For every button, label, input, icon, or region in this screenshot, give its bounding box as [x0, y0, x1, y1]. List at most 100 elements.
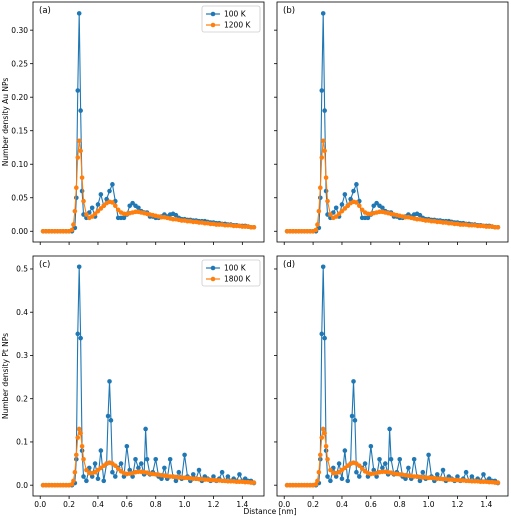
data-point [112, 463, 118, 469]
data-point [342, 448, 348, 453]
y-tick-label: 0.15 [11, 126, 28, 135]
x-tick-label: 0.6 [121, 500, 133, 509]
legend-marker [210, 276, 216, 282]
panel-label: (b) [283, 6, 295, 16]
data-point [455, 474, 460, 479]
data-point [84, 467, 89, 473]
data-point [397, 456, 403, 462]
data-point [354, 200, 359, 205]
y-tick-label: 0.3 [16, 351, 28, 360]
data-point [79, 443, 85, 449]
data-point [138, 461, 144, 466]
data-point [339, 202, 345, 207]
x-tick-label: 0.0 [34, 500, 46, 509]
data-point [251, 224, 257, 230]
data-point [333, 205, 339, 211]
data-point [319, 155, 325, 160]
axes-frame [276, 1, 509, 243]
data-point [328, 478, 333, 484]
data-point [95, 476, 101, 482]
data-point [75, 435, 81, 440]
legend-entry: 100 K [224, 10, 247, 19]
data-point [365, 215, 371, 221]
data-point [107, 188, 112, 194]
data-point [351, 379, 356, 384]
data-point [74, 452, 79, 458]
data-point [219, 469, 225, 475]
data-point [92, 461, 98, 466]
data-point [127, 467, 133, 473]
data-point [173, 212, 179, 218]
data-point [95, 208, 101, 214]
data-point [322, 148, 327, 154]
data-point [440, 467, 446, 473]
x-tick-label: 1.2 [452, 500, 464, 509]
data-point [144, 456, 150, 462]
data-point [75, 155, 81, 160]
data-point [318, 185, 323, 190]
data-point [336, 461, 342, 466]
data-point [417, 212, 423, 218]
data-point [406, 465, 411, 471]
data-point [173, 478, 179, 484]
axes-frame [32, 255, 265, 497]
data-point [110, 200, 115, 205]
legend-marker [210, 265, 216, 271]
series-line [43, 266, 255, 486]
y-tick-label: 0.00 [11, 227, 28, 236]
data-point [127, 203, 133, 209]
data-point [115, 207, 121, 213]
data-point [101, 203, 107, 209]
data-point [322, 108, 327, 113]
y-tick-label: 0.1 [16, 438, 28, 447]
data-point [71, 222, 76, 227]
data-point [98, 192, 104, 197]
data-point [354, 182, 359, 187]
y-tick-label: 0.10 [11, 160, 28, 169]
data-point [320, 264, 326, 270]
data-point [316, 469, 322, 475]
data-point [426, 452, 431, 458]
data-point [388, 456, 394, 462]
data-point [84, 212, 89, 217]
data-point [374, 474, 379, 479]
y-tick-label: 0.25 [11, 59, 28, 68]
x-tick-label: 1.4 [236, 500, 248, 509]
data-point [92, 211, 98, 217]
data-point [136, 205, 141, 211]
x-tick-label: 0.2 [307, 500, 319, 509]
data-point [72, 208, 78, 214]
data-point [78, 108, 83, 113]
data-point [107, 379, 112, 384]
x-tick-label: 0.4 [92, 500, 104, 509]
data-point [333, 214, 339, 219]
data-point [320, 11, 326, 16]
data-point [159, 476, 164, 482]
data-point [162, 465, 167, 471]
data-point [89, 214, 95, 219]
data-point [342, 192, 348, 197]
data-point [153, 456, 159, 462]
data-point [237, 472, 242, 477]
data-point [78, 148, 83, 154]
y-tick-label: 0.0 [16, 481, 28, 490]
data-point [167, 456, 173, 462]
y-tick-label: 0.20 [11, 93, 28, 102]
data-point [325, 198, 330, 204]
data-point [76, 426, 82, 432]
data-point [345, 478, 351, 484]
panel-c: 0.0 0.2 0.4 0.6 0.8 1.0 1.2 1.4 0.0 0.1 0.2 0.3 0.4 0… [1, 255, 265, 509]
data-point [349, 413, 355, 419]
series-100-k [40, 264, 257, 488]
x-tick-label: 0.0 [278, 500, 290, 509]
x-tick-label: 1.0 [423, 500, 435, 509]
data-point [322, 335, 327, 341]
axes-frame [276, 255, 509, 497]
series-line [287, 266, 499, 486]
data-point [112, 474, 118, 479]
axes-frame [32, 1, 265, 243]
data-point [374, 200, 379, 206]
data-point [380, 465, 385, 471]
data-point [328, 212, 333, 217]
data-point [98, 448, 104, 453]
